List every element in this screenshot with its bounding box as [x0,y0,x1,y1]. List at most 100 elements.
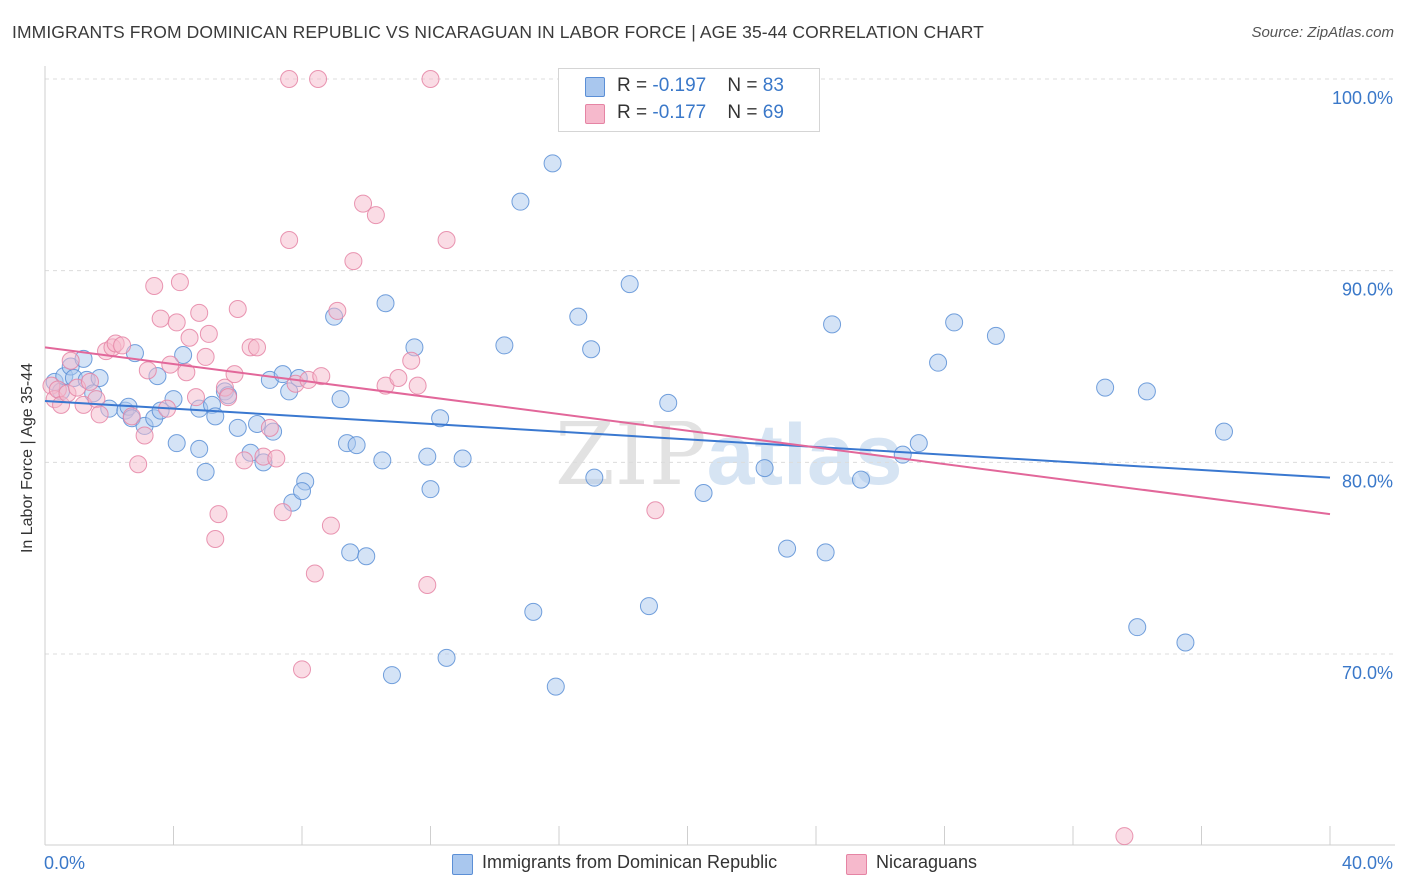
y-tick-label: 90.0% [1342,280,1393,300]
point-dominican [174,346,193,364]
point-dominican [778,539,797,558]
point-dominican [986,326,1005,345]
point-nicaraguan [267,449,286,468]
point-nicaraguan [328,301,347,320]
point-dominican [755,459,774,478]
point-dominican [893,445,912,464]
point-dominican [929,353,948,372]
legend-label-dominican: Immigrants from Dominican Republic [482,852,778,872]
y-axis-label: In Labor Force | Age 35-44 [19,362,36,554]
point-nicaraguan [151,309,170,328]
trend-lines [44,346,1331,516]
point-dominican [659,393,678,412]
point-nicaraguan [180,328,199,347]
point-dominican [1176,633,1195,652]
point-dominican [511,192,530,211]
point-nicaraguan [321,516,340,535]
point-nicaraguan [408,376,427,395]
point-nicaraguan [196,347,215,366]
point-nicaraguan [235,451,254,470]
legend-swatch-dominican [452,854,473,875]
point-dominican [418,447,437,466]
point-nicaraguan [228,300,247,318]
point-nicaraguan [305,564,324,583]
point-nicaraguan [186,388,205,407]
x-tick-label-min: 0.0% [44,853,85,873]
point-dominican [196,462,215,481]
point-dominican [341,543,360,562]
source-credit: Source: ZipAtlas.com [1251,24,1394,41]
point-nicaraguan [437,231,456,249]
point-nicaraguan [646,501,665,520]
legend-stats-dominican: R = -0.197 N = 83 [617,75,784,96]
point-nicaraguan [418,576,437,594]
point-dominican [376,294,395,313]
point-dominican [851,470,870,489]
point-nicaraguan [248,338,267,357]
point-nicaraguan [421,70,440,88]
y-tick-label: 70.0% [1342,663,1393,683]
series-nicaraguan-points [42,70,1134,846]
x-tick-label-max: 40.0% [1342,853,1393,873]
series-dominican-points [45,70,1233,696]
legend-stats-nicaraguan: R = -0.177 N = 69 [617,102,784,123]
watermark-zip: ZIP [555,405,707,505]
point-dominican [1128,618,1147,637]
point-dominican [546,677,565,696]
point-dominican [437,648,456,667]
point-nicaraguan [309,70,328,88]
legend-swatch-blue [585,77,605,97]
point-nicaraguan [170,273,189,292]
point-nicaraguan [312,367,331,386]
point-dominican [694,484,713,502]
point-dominican [293,482,311,501]
point-dominican [357,547,376,566]
point-dominican [569,307,588,326]
point-nicaraguan [113,336,132,355]
trend-line-nicaraguan [44,346,1331,516]
point-dominican [495,336,514,355]
point-nicaraguan [122,407,141,426]
point-nicaraguan [129,455,148,474]
point-dominican [431,409,450,428]
point-dominican [347,436,366,455]
point-nicaraguan [90,405,109,424]
point-nicaraguan [344,252,363,271]
point-nicaraguan [280,231,299,249]
point-dominican [524,602,543,621]
tick-labels: 70.0% 80.0% 90.0% 100.0% 0.0% 40.0% [44,88,1393,873]
legend-swatch-nicaraguan [846,854,867,875]
point-nicaraguan [1115,827,1134,846]
point-nicaraguan [145,277,164,295]
point-dominican [421,480,440,499]
point-nicaraguan [389,369,408,387]
y-tick-label: 100.0% [1332,88,1393,108]
legend-swatch-pink [585,104,605,124]
point-nicaraguan [190,303,209,322]
y-tick-label: 80.0% [1342,471,1393,491]
point-nicaraguan [402,351,421,370]
point-dominican [945,313,964,332]
grid-lines [45,78,1395,655]
point-dominican [167,434,186,453]
point-nicaraguan [280,70,299,88]
point-nicaraguan [273,503,292,522]
point-nicaraguan [177,363,196,382]
point-nicaraguan [138,361,157,380]
correlation-legend: R = -0.197 N = 83 R = -0.177 N = 69 [558,68,820,132]
point-nicaraguan [80,372,99,391]
point-dominican [453,449,472,468]
point-dominican [543,154,562,173]
point-nicaraguan [209,505,228,524]
point-nicaraguan [293,660,311,679]
point-dominican [909,434,928,453]
point-dominican [1214,422,1233,441]
chart-title: IMMIGRANTS FROM DOMINICAN REPUBLIC VS NI… [12,22,984,42]
point-dominican [1096,378,1115,397]
point-nicaraguan [167,313,186,332]
point-dominican [331,390,350,409]
point-dominican [816,543,835,562]
point-dominican [190,439,209,458]
point-nicaraguan [219,388,238,407]
